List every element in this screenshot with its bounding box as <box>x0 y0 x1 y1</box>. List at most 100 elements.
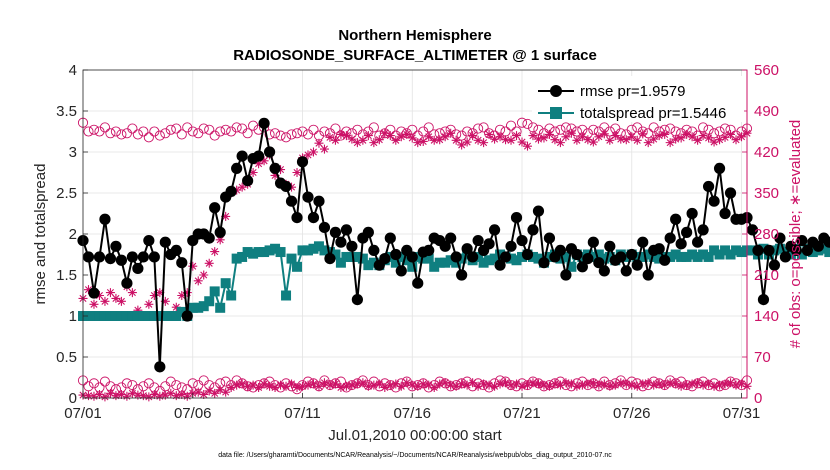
point-evaluated <box>594 132 604 142</box>
point-evaluated <box>177 389 187 399</box>
point-totalspread <box>687 249 698 260</box>
point-evaluated <box>287 379 297 389</box>
point-evaluated <box>704 133 714 143</box>
point-totalspread <box>341 251 352 262</box>
point-rmse <box>488 224 501 236</box>
point-evaluated <box>715 380 725 390</box>
point-evaluated <box>199 270 209 280</box>
point-totalspread <box>560 251 571 262</box>
point-evaluated <box>457 379 467 389</box>
point-rmse <box>516 234 528 247</box>
point-rmse <box>351 294 363 306</box>
point-totalspread <box>204 296 215 307</box>
point-evaluated <box>649 380 659 390</box>
point-evaluated <box>479 138 489 148</box>
point-rmse <box>115 254 128 266</box>
point-evaluated <box>555 380 565 390</box>
point-possible <box>462 126 473 137</box>
point-rmse <box>93 251 106 263</box>
point-evaluated <box>451 381 461 391</box>
point-possible <box>330 123 341 134</box>
point-totalspread <box>198 301 209 312</box>
point-evaluated <box>171 302 181 312</box>
point-rmse <box>527 224 539 236</box>
point-evaluated <box>440 378 450 388</box>
point-rmse <box>313 195 325 207</box>
point-rmse <box>423 244 435 256</box>
point-totalspread <box>527 251 538 262</box>
point-evaluated <box>599 129 609 139</box>
point-totalspread <box>440 257 451 268</box>
point-evaluated <box>533 134 543 144</box>
y-axis-label: rmse and totalspread <box>32 164 49 305</box>
point-rmse <box>307 212 320 224</box>
point-rmse <box>587 236 599 248</box>
point-rmse <box>242 175 254 187</box>
point-evaluated <box>385 131 395 141</box>
point-rmse <box>686 207 698 220</box>
y2-tick-label: 0 <box>754 390 762 407</box>
point-totalspread <box>593 249 604 260</box>
point-evaluated <box>166 388 176 398</box>
y-tick-label: 3.5 <box>56 103 77 120</box>
point-possible <box>505 120 517 131</box>
point-totalspread <box>709 245 720 256</box>
point-possible <box>171 380 182 391</box>
chart-subtitle: RADIOSONDE_SURFACE_ALTIMETER @ 1 surface <box>233 47 597 64</box>
point-evaluated <box>182 391 192 401</box>
point-evaluated <box>539 380 549 390</box>
point-possible <box>99 122 111 133</box>
point-evaluated <box>336 382 346 392</box>
point-possible <box>160 128 171 139</box>
point-evaluated <box>243 381 253 391</box>
point-evaluated <box>473 135 483 145</box>
point-possible <box>220 376 231 387</box>
point-evaluated <box>566 128 576 138</box>
point-totalspread <box>588 251 599 262</box>
point-evaluated <box>122 391 132 401</box>
point-evaluated <box>177 291 187 300</box>
point-rmse <box>670 213 682 225</box>
point-evaluated <box>446 380 456 390</box>
point-evaluated <box>308 379 318 389</box>
point-evaluated <box>237 182 247 192</box>
point-totalspread <box>774 243 785 254</box>
point-evaluated <box>352 138 362 148</box>
point-rmse <box>231 162 243 174</box>
point-evaluated <box>232 185 242 195</box>
point-possible <box>110 126 121 137</box>
point-evaluated <box>374 135 384 145</box>
point-evaluated <box>682 129 692 139</box>
point-rmse <box>412 277 424 289</box>
point-rmse <box>154 361 166 373</box>
point-totalspread <box>231 253 242 264</box>
point-rmse <box>269 162 281 174</box>
point-evaluated <box>369 380 379 390</box>
point-evaluated <box>484 380 494 390</box>
point-evaluated <box>298 381 308 391</box>
point-rmse <box>335 236 347 248</box>
point-rmse <box>576 261 588 273</box>
point-evaluated <box>550 135 560 145</box>
axes: 07/01 07/06 07/11 07/16 07/21 07/26 07/3100.51… <box>56 62 779 422</box>
point-rmse <box>719 207 731 220</box>
point-evaluated <box>528 131 538 141</box>
point-evaluated <box>111 293 121 303</box>
point-evaluated <box>440 132 450 142</box>
y-tick-label: 4 <box>69 62 77 79</box>
point-totalspread <box>105 311 116 321</box>
point-evaluated <box>259 156 269 166</box>
point-rmse <box>472 234 484 247</box>
point-totalspread <box>154 311 165 321</box>
point-evaluated <box>210 247 220 257</box>
legend-rmse-marker <box>550 85 562 97</box>
point-evaluated <box>660 380 670 390</box>
point-possible <box>105 128 116 139</box>
y2-axis-label: # of obs: o=possible; ∗=evaluated <box>787 120 804 349</box>
y-tick-label: 3 <box>69 144 77 161</box>
y-tick-label: 0 <box>69 390 77 407</box>
point-possible <box>308 124 319 135</box>
point-possible <box>516 117 528 128</box>
point-evaluated <box>347 380 357 390</box>
point-totalspread <box>445 255 456 266</box>
